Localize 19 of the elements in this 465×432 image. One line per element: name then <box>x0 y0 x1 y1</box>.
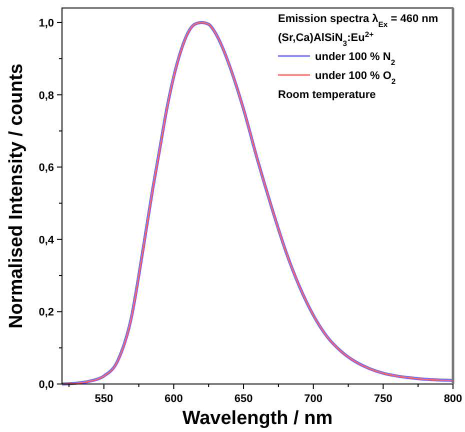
y-tick-label: 0,2 <box>38 306 54 319</box>
x-tick-label: 700 <box>304 393 323 405</box>
x-tick-label: 650 <box>234 393 253 405</box>
y-tick-label: 0,8 <box>38 90 54 102</box>
x-tick-label: 600 <box>164 393 183 405</box>
y-tick-label: 0,0 <box>38 379 54 391</box>
y-tick-label: 0,6 <box>38 162 54 174</box>
y-axis-title: Normalised Intensity / counts <box>6 64 27 328</box>
x-tick-label: 750 <box>374 393 392 405</box>
x-tick-label: 550 <box>94 393 114 405</box>
y-tick-label: 1,0 <box>38 17 54 30</box>
legend-label: under 100 % N$_{2}$ <box>315 51 396 66</box>
x-axis-title: Wavelength / nm <box>182 408 333 429</box>
annotation: (Sr,Ca)AlSiN$_{3}$:Eu$^{2+}$ <box>278 30 374 48</box>
x-tick-label: 800 <box>444 393 462 405</box>
annotation: Room temperature <box>278 89 376 101</box>
legend-title: Emission spectra λ$_{Ex}$ = 460 nm <box>278 13 438 28</box>
y-tick-label: 0,4 <box>38 234 55 246</box>
legend-label: under 100 % O$_{2}$ <box>315 70 396 86</box>
